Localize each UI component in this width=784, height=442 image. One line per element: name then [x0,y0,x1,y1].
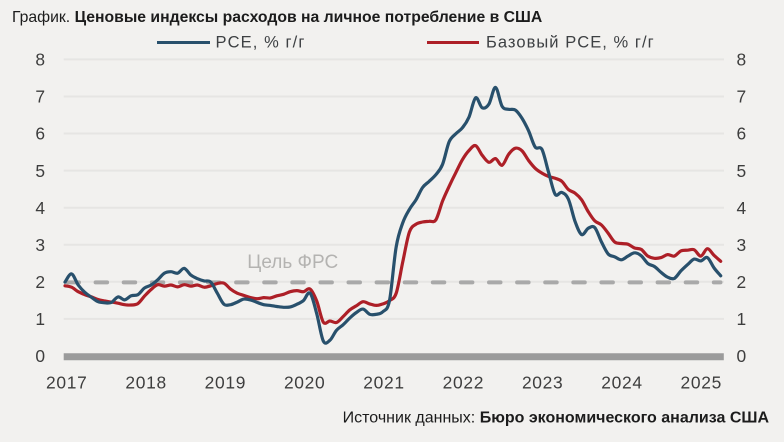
svg-text:2021: 2021 [363,373,405,393]
svg-text:Базовый PCE, % г/г: Базовый PCE, % г/г [486,34,655,52]
svg-text:3: 3 [737,235,747,255]
svg-text:6: 6 [35,124,45,144]
svg-text:8: 8 [737,50,747,70]
svg-text:2018: 2018 [125,373,167,393]
svg-text:3: 3 [35,235,45,255]
svg-text:График. Ценовые индексы расход: График. Ценовые индексы расходов на личн… [12,9,542,26]
svg-text:0: 0 [35,346,45,366]
svg-text:2024: 2024 [601,373,643,393]
svg-text:6: 6 [737,124,747,144]
svg-text:2: 2 [737,272,747,292]
svg-text:7: 7 [737,87,747,107]
svg-text:2025: 2025 [681,373,723,393]
svg-text:7: 7 [35,87,45,107]
svg-text:1: 1 [35,309,45,329]
svg-text:2019: 2019 [205,373,247,393]
svg-text:2: 2 [35,272,45,292]
svg-text:1: 1 [737,309,747,329]
svg-text:2017: 2017 [46,373,88,393]
svg-text:4: 4 [737,198,747,218]
svg-text:5: 5 [737,161,747,181]
svg-text:Цель ФРС: Цель ФРС [247,252,338,273]
svg-text:4: 4 [35,198,45,218]
svg-text:0: 0 [737,346,747,366]
svg-text:PCE, % г/г: PCE, % г/г [216,34,306,52]
svg-text:5: 5 [35,161,45,181]
svg-text:8: 8 [35,50,45,70]
svg-text:Источник данных: Бюро экономич: Источник данных: Бюро экономического ана… [343,410,770,427]
svg-text:2022: 2022 [443,373,485,393]
svg-text:2023: 2023 [522,373,564,393]
svg-text:2020: 2020 [284,373,326,393]
